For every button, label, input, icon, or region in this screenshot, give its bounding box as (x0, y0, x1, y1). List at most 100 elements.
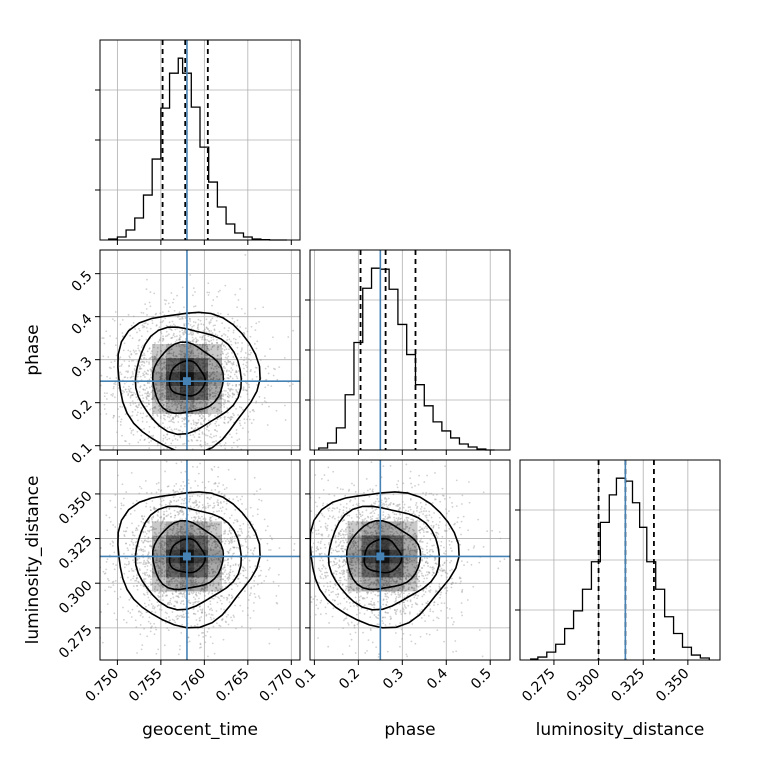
sample-point (228, 542, 230, 545)
sample-point (181, 400, 184, 403)
sample-point (131, 375, 134, 378)
axes-frame (99, 459, 301, 661)
sample-point (181, 331, 184, 334)
sample-point (155, 552, 158, 555)
sample-point (145, 502, 148, 505)
sample-point (391, 511, 394, 514)
sample-point (176, 453, 178, 455)
sample-point (135, 405, 138, 407)
sample-point (212, 583, 215, 586)
sample-point (169, 414, 172, 417)
sample-point (94, 625, 96, 627)
sample-point (241, 544, 244, 547)
sample-point (145, 338, 148, 341)
sample-point (150, 525, 153, 528)
sample-point (177, 596, 180, 599)
sample-point (127, 560, 130, 563)
sample-point (131, 410, 134, 413)
sample-point (189, 495, 191, 498)
sample-point (120, 502, 123, 505)
sample-point (145, 505, 147, 508)
sample-point (171, 417, 174, 419)
sample-point (146, 330, 149, 333)
sample-point (164, 303, 167, 305)
sample-point (121, 392, 124, 395)
sample-point (275, 595, 278, 597)
sample-point (235, 583, 238, 585)
sample-point (122, 530, 125, 533)
sample-point (249, 359, 252, 362)
sample-point (163, 381, 166, 384)
sample-point (122, 504, 125, 507)
sample-point (218, 563, 221, 566)
sample-point (147, 394, 149, 397)
sample-point (140, 358, 143, 360)
sample-point (158, 567, 161, 570)
sample-point (268, 567, 271, 569)
sample-point (181, 490, 184, 493)
sample-point (158, 608, 161, 611)
sample-point (180, 402, 183, 405)
sample-point (159, 497, 162, 500)
sample-point (168, 405, 170, 408)
sample-point (194, 578, 197, 581)
sample-point (159, 367, 161, 369)
sample-point (174, 585, 177, 587)
sample-point (189, 588, 192, 590)
sample-point (396, 523, 399, 526)
sample-point (223, 333, 225, 335)
sample-point (180, 502, 183, 505)
sample-point (173, 533, 176, 536)
sample-point (160, 375, 163, 378)
sample-point (224, 532, 226, 535)
sample-point (388, 525, 391, 528)
sample-point (226, 395, 229, 398)
sample-point (234, 563, 237, 565)
sample-point (228, 530, 231, 533)
sample-point (153, 606, 156, 609)
sample-point (157, 409, 160, 411)
sample-point (175, 523, 178, 526)
sample-point (146, 350, 149, 353)
sample-point (376, 532, 379, 535)
sample-point (110, 367, 112, 370)
sample-point (381, 577, 384, 579)
sample-point (163, 414, 166, 417)
sample-point (227, 377, 230, 379)
sample-point (112, 414, 115, 417)
sample-point (130, 394, 133, 397)
sample-point (145, 372, 148, 374)
sample-point (153, 370, 156, 373)
sample-point (163, 394, 166, 397)
sample-point (142, 530, 144, 533)
sample-point (409, 599, 412, 602)
sample-point (248, 559, 251, 562)
sample-point (149, 630, 152, 633)
sample-point (191, 463, 193, 465)
sample-point (180, 614, 182, 617)
sample-point (319, 570, 322, 573)
sample-point (221, 586, 224, 588)
sample-point (196, 504, 198, 506)
sample-point (137, 524, 140, 527)
sample-point (218, 550, 221, 553)
sample-point (170, 348, 173, 351)
sample-point (150, 529, 153, 531)
sample-point (246, 366, 248, 369)
sample-point (208, 390, 211, 392)
sample-point (155, 533, 157, 535)
sample-point (178, 318, 181, 321)
sample-point (179, 530, 182, 533)
sample-point (254, 547, 256, 549)
sample-point (187, 322, 190, 325)
sample-point (265, 401, 268, 404)
sample-point (158, 558, 161, 560)
sample-point (408, 552, 411, 555)
sample-point (162, 440, 164, 442)
sample-point (146, 568, 149, 571)
panel-hist-phase (305, 249, 511, 455)
sample-point (332, 549, 335, 552)
sample-point (171, 618, 174, 621)
sample-point (116, 431, 118, 434)
sample-point (172, 596, 175, 599)
